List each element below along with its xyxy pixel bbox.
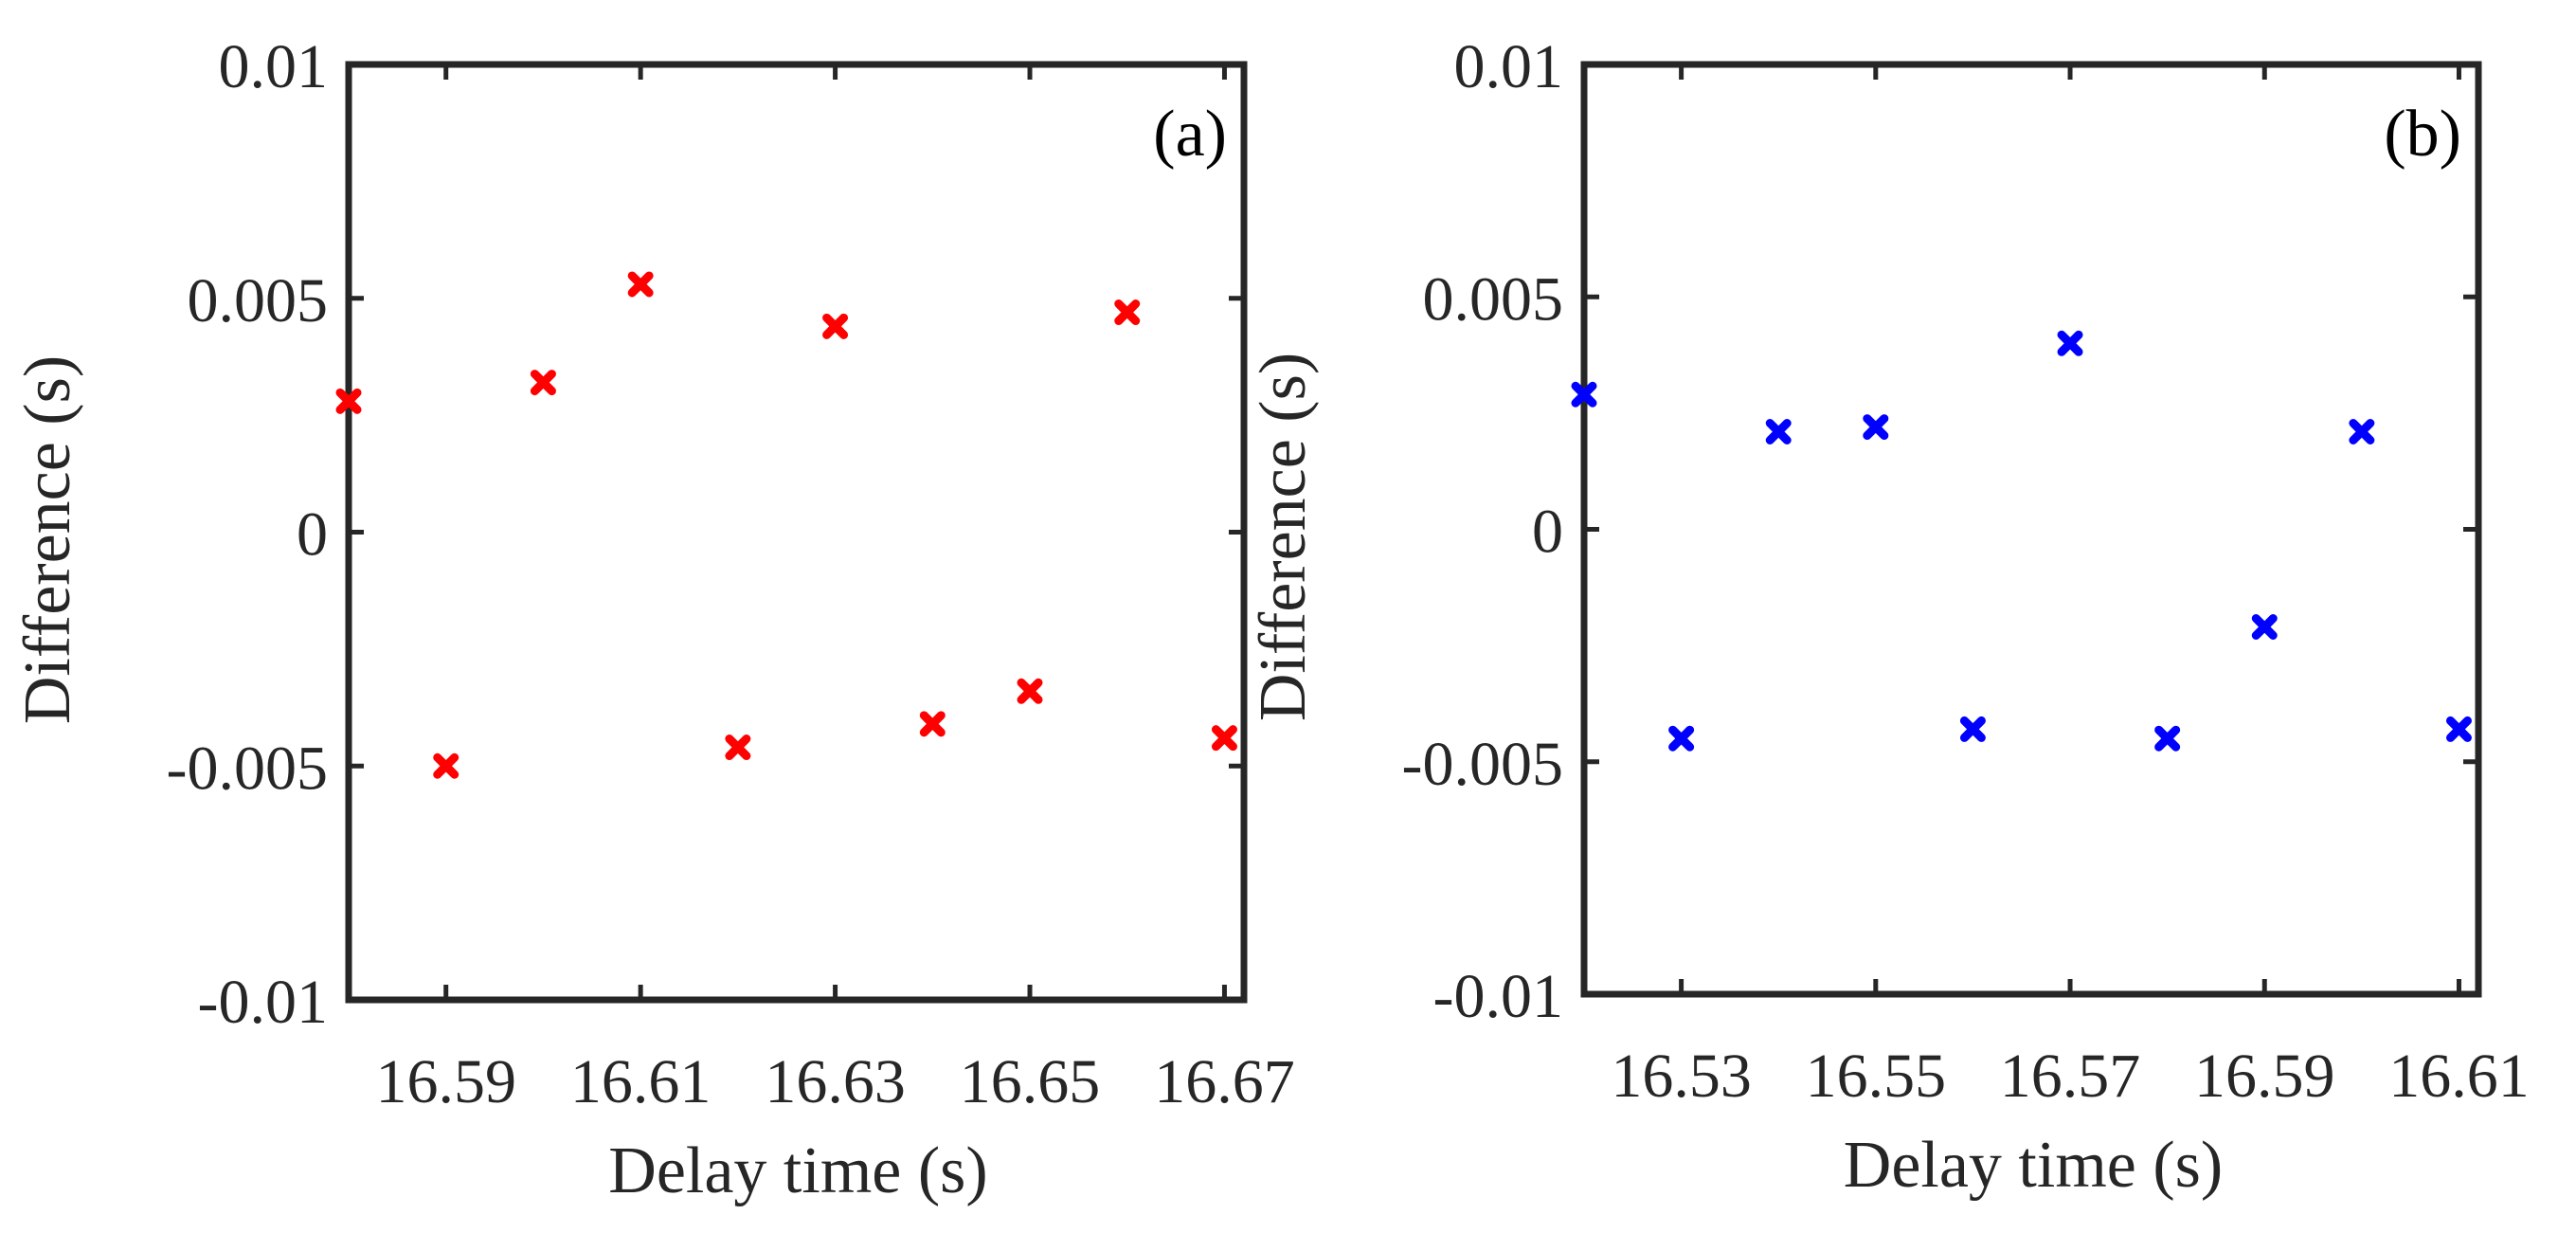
panels: 0.01 0.005 0 -0.005 -0.01 16.59 16.61 16.63 16.6… [11,32,2530,1207]
data-point [919,711,946,737]
data-point [2154,725,2181,752]
y-tick-label: -0.01 [1433,962,1563,1031]
data-point [1114,299,1141,326]
data-point [627,271,654,298]
y-axis-label: Difference (s) [11,355,84,724]
data-point [1863,414,1889,441]
data-point [1668,725,1695,752]
chart-panel: 0.01 0.005 0 -0.005 -0.01 16.53 16.55 16.57 16.5… [1247,32,2530,1202]
y-tick-label: 0.01 [1454,32,1564,101]
x-tick-label: 16.59 [2194,1042,2335,1111]
data-point [2349,418,2375,444]
data-point [2057,330,2083,356]
x-tick-label: 16.63 [765,1047,906,1116]
data-point [1211,725,1237,752]
data-point [1959,716,1986,742]
y-tick-label: -0.005 [167,734,328,803]
data-point [822,313,849,339]
data-point [530,370,556,396]
data-point [2251,614,2278,641]
data-point [725,734,751,761]
x-tick-label: 16.53 [1611,1042,1752,1111]
y-axis-label: Difference (s) [1247,353,1320,721]
x-axis-label: Delay time (s) [608,1134,987,1207]
x-tick-label: 16.59 [375,1047,516,1116]
panel-label: (a) [1153,98,1227,171]
x-tick-label: 16.61 [2388,1042,2530,1111]
data-point [1571,381,1597,408]
data-point [433,752,459,779]
data-point [335,388,362,414]
x-tick-label: 16.55 [1806,1042,1947,1111]
data-point [2445,716,2472,742]
y-tick-label: 0 [1532,498,1563,567]
x-tick-label: 16.65 [960,1047,1101,1116]
y-tick-label: 0.005 [188,266,329,335]
y-tick-label: -0.01 [198,968,328,1037]
x-axis-label: Delay time (s) [1844,1129,2223,1202]
y-tick-label: -0.005 [1402,730,1563,799]
x-tick-label: 16.61 [570,1047,712,1116]
chart-panel: 0.01 0.005 0 -0.005 -0.01 16.59 16.61 16.63 16.6… [11,32,1295,1207]
y-tick-label: 0.005 [1423,264,1564,334]
data-point [1017,678,1043,704]
x-tick-label: 16.67 [1154,1047,1295,1116]
data-point [1765,418,1792,444]
x-tick-label: 16.57 [2000,1042,2141,1111]
panel-label: (b) [2384,98,2461,171]
y-tick-label: 0.01 [219,32,329,101]
y-tick-label: 0 [297,500,328,570]
